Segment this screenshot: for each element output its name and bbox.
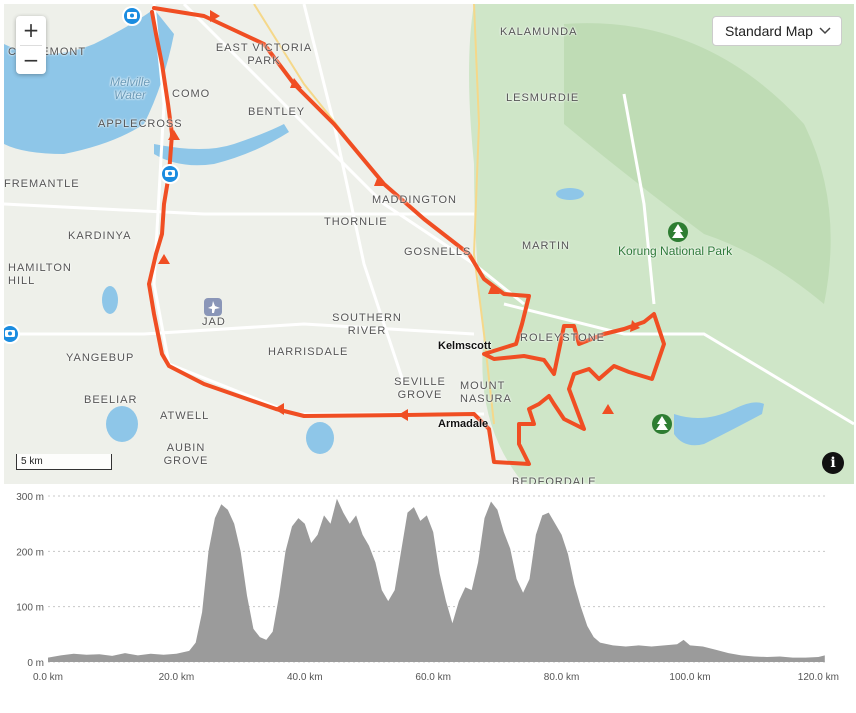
y-tick-label: 100 m [16,603,44,614]
map-label: HARRISDALE [268,346,349,358]
map-label: Korung National Park [618,244,733,258]
national-park-area [564,23,831,305]
map-label: LESMURDIE [506,92,580,104]
map-label: KALAMUNDA [500,26,578,38]
airport-icon [204,298,222,316]
park-tree-icon [668,222,688,242]
map-canvas[interactable] [4,4,854,484]
map-label: THORNLIE [324,216,388,228]
photo-marker[interactable] [122,6,142,26]
map-label: BEELIAR [84,394,138,406]
map-label: BENTLEY [248,106,306,118]
map-type-label: Standard Map [725,23,813,39]
info-button[interactable]: i [822,452,844,474]
x-tick-label: 0.0 km [33,672,63,683]
scale-label: 5 km [21,456,43,467]
x-tick-label: 60.0 km [415,672,451,683]
photo-marker[interactable] [4,324,20,344]
map-label: COMO [172,88,211,100]
swan-river [4,9,174,154]
map-label: MARTIN [522,240,570,252]
map-label: Armadale [438,418,489,430]
road-network [4,4,854,426]
ride-route[interactable] [147,6,666,466]
map-label: MADDINGTON [372,194,457,206]
map-type-dropdown[interactable]: Standard Map [712,16,842,46]
zoom-control: + − [16,16,46,74]
map-label: FREMANTLE [4,178,80,190]
x-tick-label: 40.0 km [287,672,323,683]
elevation-y-axis: 0 m 100 m 200 m 300 m [16,492,44,669]
map-label: YANGEBUP [66,352,135,364]
map-label: JAD [202,316,226,328]
map-label: Kelmscott [438,340,492,352]
map-label: SOUTHERN RIVER [332,312,402,337]
route-direction-arrows [158,10,640,421]
map-label: GOSNELLS [404,246,472,258]
map-label: ROLEYSTONE [520,332,605,344]
park-tree-icon [652,414,672,434]
reservoir [674,402,764,446]
elevation-profile-chart[interactable]: 0 m 100 m 200 m 300 m 0.0 km 20.0 km 40.0 km 6… [0,484,856,713]
y-tick-label: 0 m [27,658,44,669]
lake [106,406,138,442]
lake [556,188,584,200]
map-label: MOUNT NASURA [460,380,512,405]
zoom-in-button[interactable]: + [16,16,46,45]
x-tick-label: 100.0 km [669,672,710,683]
photo-marker[interactable] [160,164,180,184]
map-label: BEDFORDALE [512,476,597,484]
scale-bar: 5 km [16,454,112,470]
map-label: EAST VICTORIA PARK [215,42,313,67]
zoom-divider [20,45,42,46]
canning-river [154,124,289,166]
x-tick-label: 80.0 km [544,672,580,683]
map-label: Melville Water [109,75,150,102]
chevron-down-icon [819,27,831,35]
zoom-out-button[interactable]: − [16,46,46,75]
lake [306,422,334,454]
y-tick-label: 300 m [16,492,44,503]
y-tick-label: 200 m [16,547,44,558]
x-tick-label: 120.0 km [798,672,839,683]
map-label: HAMILTON HILL [8,262,72,287]
map-label: KARDINYA [68,230,132,242]
map-view[interactable]: CLAREMONT Melville Water EAST VICTORIA P… [4,4,854,484]
map-label: SEVILLE GROVE [394,376,446,401]
elevation-x-axis: 0.0 km 20.0 km 40.0 km 60.0 km 80.0 km 100.0 … [33,672,839,683]
lake [102,286,118,314]
elevation-area [48,498,825,662]
map-label: ATWELL [160,410,210,422]
map-label: APPLECROSS [98,118,183,130]
x-tick-label: 20.0 km [159,672,195,683]
map-label: AUBIN GROVE [163,442,209,467]
